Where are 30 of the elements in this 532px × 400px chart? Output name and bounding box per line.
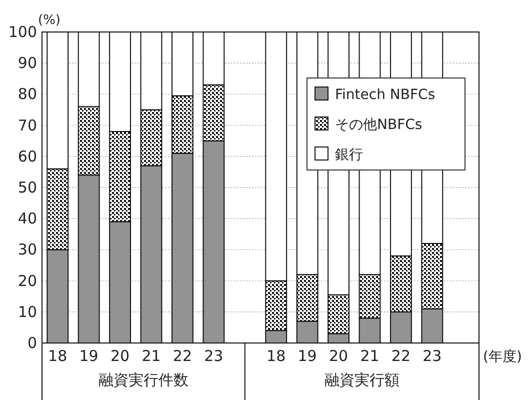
x-tick-label: 23: [422, 347, 442, 365]
y-tick-label: 0: [27, 334, 37, 352]
text: 融資実行件数: [98, 371, 188, 389]
y-tick-label: 70: [18, 116, 37, 134]
y-tick-label: 10: [18, 302, 37, 321]
x-tick-label: 23: [204, 347, 224, 365]
x-axis-title: (年度): [483, 349, 522, 365]
x-tick-label: 18: [266, 347, 286, 365]
x-tick-label: 20: [328, 347, 348, 365]
y-tick-label: 60: [18, 147, 37, 166]
y-tick-label: 40: [18, 210, 37, 228]
legend-label: Fintech NBFCs: [335, 87, 436, 103]
text: 融資実行額: [324, 371, 400, 389]
y-tick-label: 80: [18, 85, 37, 104]
x-tick-label: 21: [360, 347, 380, 365]
x-tick-label: 18: [48, 347, 68, 365]
x-tick-label: 22: [172, 347, 192, 365]
x-tick-label: 21: [142, 347, 161, 365]
x-tick-label: 19: [298, 347, 317, 365]
x-tick-label: 19: [79, 347, 98, 365]
y-tick-label: 20: [18, 272, 37, 290]
y-tick-label: 30: [18, 240, 37, 259]
y-tick-label: 50: [18, 178, 37, 196]
x-tick-label: 22: [391, 347, 411, 365]
x-tick-label: 20: [110, 347, 130, 365]
y-tick-label: 90: [18, 54, 37, 72]
legend-label: その他NBFCs: [335, 117, 422, 133]
legend-label: 銀行: [335, 147, 363, 163]
y-tick-label: 100: [8, 23, 37, 41]
y-axis-title: (%): [38, 13, 60, 28]
